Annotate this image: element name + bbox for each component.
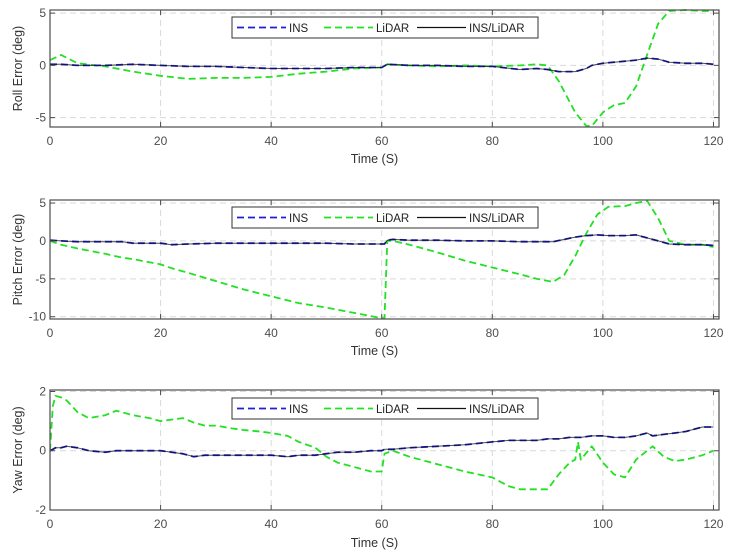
y-tick-label: -5 [35,111,46,125]
series-lines [50,199,714,320]
legend-label-ins: INS [289,213,309,225]
series-ins-lidar [50,426,714,458]
y-axis-label: Yaw Error (deg) [11,406,25,493]
legend-label-ins: INS [289,23,309,35]
y-tick-label: -2 [35,503,46,517]
x-axis-label: Time (S) [351,536,398,550]
x-tick-label: 80 [486,517,500,531]
x-tick-label: 120 [703,134,723,148]
y-tick-label: 0 [39,234,46,248]
legend-label-ins-lidar: INS/LiDAR [469,213,525,225]
x-tick-label: 100 [593,134,613,148]
axes-box [49,199,720,320]
legend-label-ins: INS [289,404,309,416]
legend-label-lidar: LiDAR [376,23,409,35]
series-lidar [50,394,714,491]
legend-label-lidar: LiDAR [376,404,409,416]
x-tick-label: 120 [703,326,723,340]
x-tick-label: 40 [264,134,278,148]
x-axis-label: Time (S) [351,152,398,166]
x-tick-label: 20 [154,517,168,531]
x-tick-label: 20 [154,134,168,148]
subplot-2: 0 20 40 60 80 100 120 -10 -5 0 5 Time (S) Pitch Erro… [11,196,724,358]
legend: INS LiDAR INS/LiDAR [231,397,539,420]
y-tick-label: 5 [39,196,46,210]
x-tick-label: 60 [375,517,389,531]
tick-labels: 0 20 40 60 80 100 120-505 [35,6,723,148]
tick-labels: 0 20 40 60 80 100 120 -10 -5 0 5 [29,196,724,340]
series-ins-lidar [50,234,714,246]
y-tick-label: 2 [39,384,46,398]
tick-labels: 0 20 40 60 80 100 120-202 [35,384,723,531]
y-axis-label: Roll Error (deg) [11,26,25,111]
legend: INS LiDAR INS/LiDAR [231,206,539,229]
y-tick-label: 0 [39,444,46,458]
series-ins-lidar [50,57,714,73]
x-tick-label: 100 [593,517,613,531]
axes-box [49,9,720,128]
x-tick-label: 0 [47,326,54,340]
series-lines [50,394,714,491]
x-tick-label: 80 [486,326,500,340]
y-tick-label: 5 [39,6,46,20]
x-tick-label: 100 [593,326,613,340]
y-axis-label: Pitch Error (deg) [11,214,25,306]
legend-label-lidar: LiDAR [376,213,409,225]
x-tick-label: 40 [264,326,278,340]
axes-box [49,389,720,511]
y-tick-label: -10 [29,310,47,324]
legend: INS LiDAR INS/LiDAR [231,16,539,39]
y-tick-label: -5 [35,272,46,286]
x-tick-label: 40 [264,517,278,531]
x-tick-label: 20 [154,326,168,340]
x-tick-label: 60 [375,326,389,340]
series-lidar [50,199,714,320]
x-tick-label: 0 [47,517,54,531]
x-tick-label: 120 [703,517,723,531]
x-tick-label: 60 [375,134,389,148]
legend-label-ins-lidar: INS/LiDAR [469,23,525,35]
y-tick-label: 0 [39,58,46,72]
x-tick-label: 0 [47,134,54,148]
legend-label-ins-lidar: INS/LiDAR [469,404,525,416]
series-lines [50,9,714,127]
x-axis-label: Time (S) [351,344,398,358]
x-tick-label: 80 [486,134,500,148]
